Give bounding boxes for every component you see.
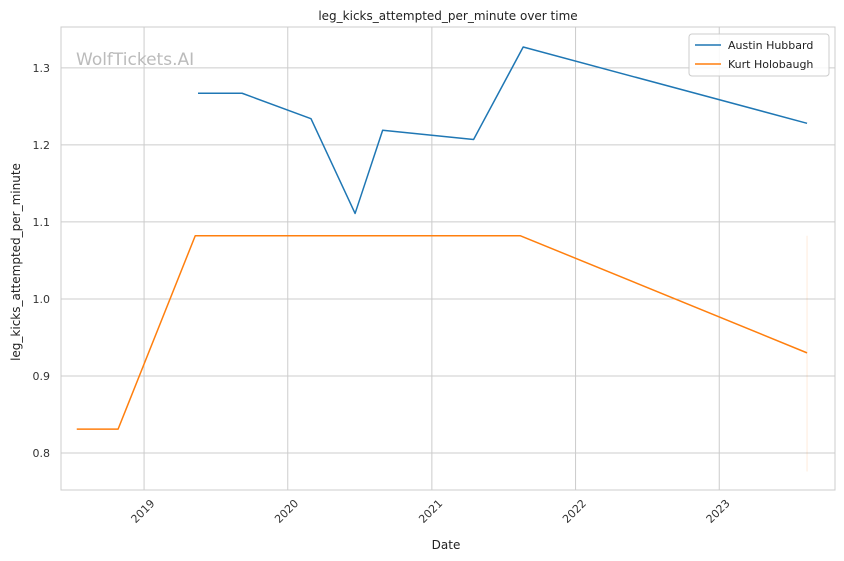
y-tick-label-0.9: 0.9: [33, 370, 51, 383]
legend-label-kurt-holobaugh: Kurt Holobaugh: [728, 58, 813, 71]
watermark: WolfTickets.AI: [76, 50, 194, 70]
y-tick-labels: 0.8 0.9 1.0 1.1 1.2 1.3: [33, 62, 51, 460]
series-line-austin-hubbard: [198, 46, 808, 215]
legend-box: [688, 33, 830, 77]
x-tick-labels: 2019 2020 2021 2022 2023: [129, 497, 733, 526]
y-tick-label-1.0: 1.0: [33, 293, 51, 306]
chart-title: leg_kicks_attempted_per_minute over time: [318, 9, 577, 23]
legend: Austin Hubbard Kurt Holobaugh: [688, 33, 830, 77]
x-axis-label: Date: [432, 538, 461, 552]
y-tick-label-0.8: 0.8: [33, 447, 51, 460]
y-tick-label-1.3: 1.3: [33, 62, 51, 75]
x-tick-label-2023: 2023: [704, 497, 733, 526]
y-tick-label-1.1: 1.1: [33, 216, 51, 229]
grid: [61, 27, 835, 490]
series-group: [76, 46, 808, 430]
legend-label-austin-hubbard: Austin Hubbard: [728, 39, 813, 52]
x-tick-label-2022: 2022: [560, 497, 589, 526]
x-tick-label-2020: 2020: [272, 497, 301, 526]
y-tick-label-1.2: 1.2: [33, 139, 51, 152]
x-tick-label-2021: 2021: [416, 497, 445, 526]
series-line-kurt-holobaugh: [76, 235, 808, 430]
y-axis-label: leg_kicks_attempted_per_minute: [9, 163, 23, 361]
x-tick-label-2019: 2019: [129, 497, 158, 526]
plot-frame: [60, 26, 836, 491]
